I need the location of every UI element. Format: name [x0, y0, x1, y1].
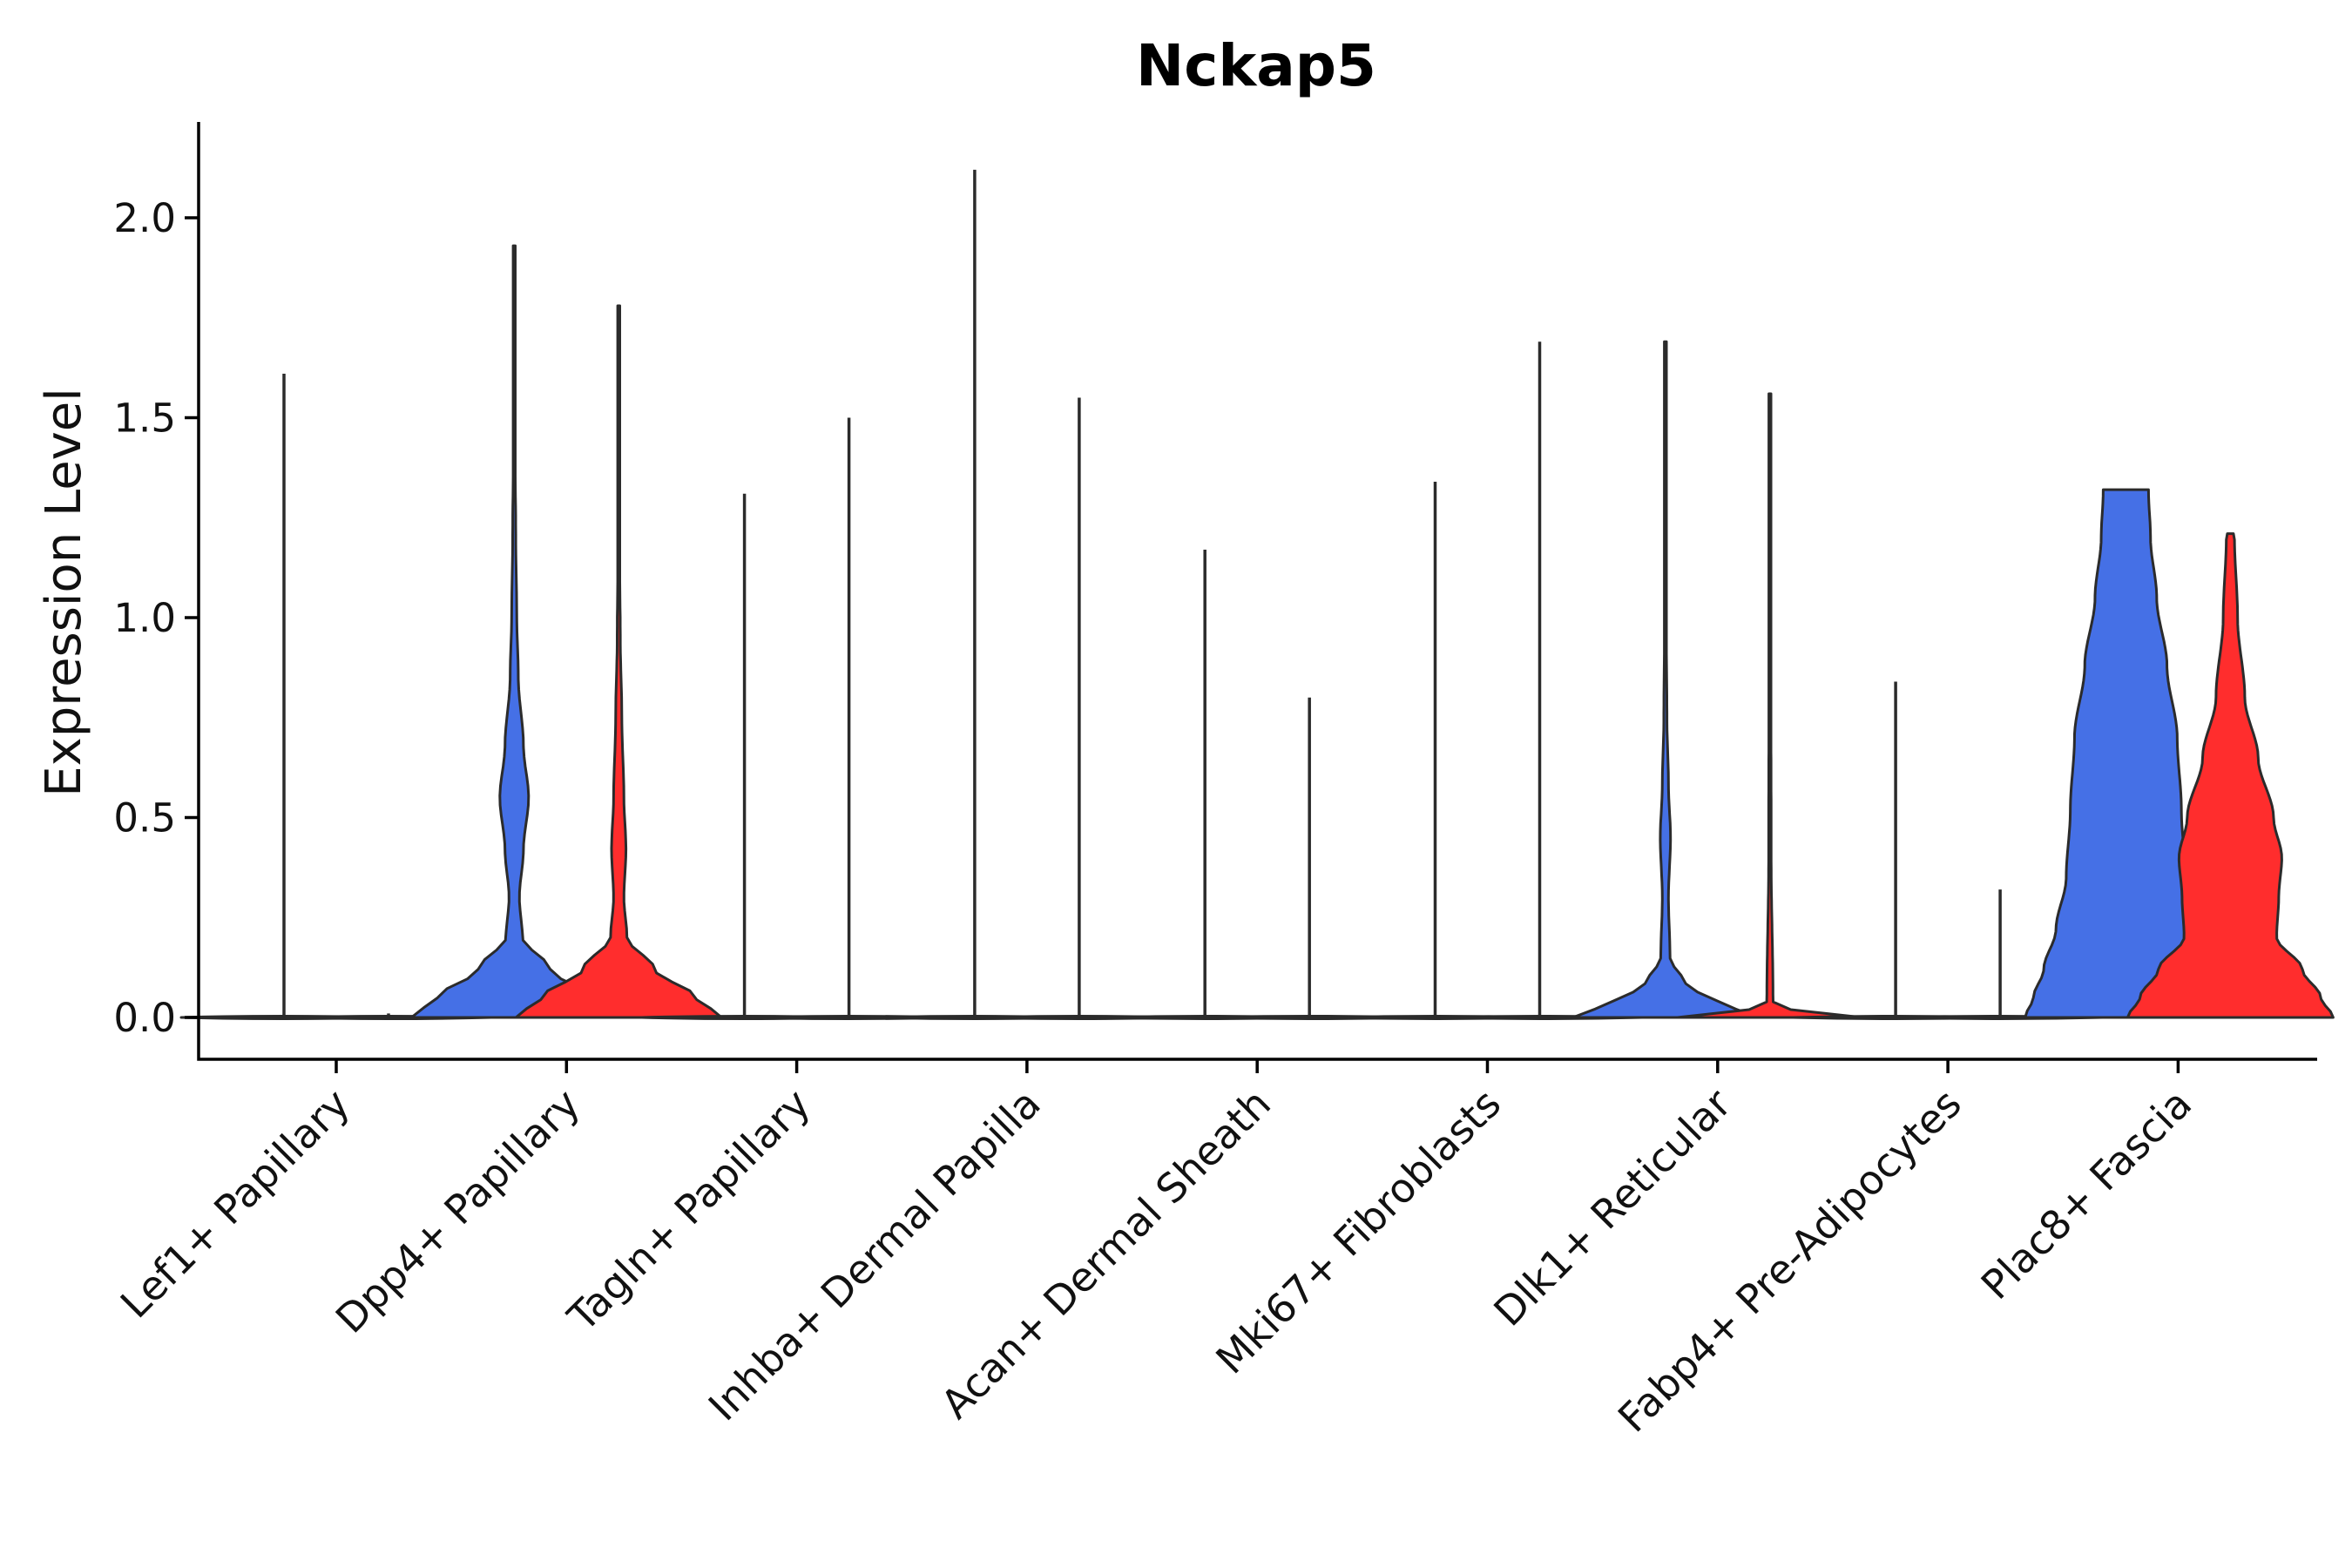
x-tick-label: Plac8+ Fascia — [1972, 1080, 2200, 1308]
x-tick-label: Dpp4+ Papillary — [327, 1080, 589, 1342]
violin-3-2 — [745, 417, 954, 1020]
violin-body — [2126, 532, 2335, 1019]
violin-2-1 — [409, 244, 618, 1019]
y-tick-label: 1.5 — [113, 395, 176, 442]
x-tick-label: Tagln+ Papillary — [558, 1080, 820, 1342]
violin-4-1 — [870, 169, 1079, 1020]
y-axis-label: Expression Level — [36, 388, 92, 797]
violin-8-1 — [1791, 681, 2000, 1020]
violin-9-2 — [2126, 532, 2335, 1019]
violin-7-2 — [1676, 392, 1864, 1019]
y-tick-label: 0.0 — [113, 995, 176, 1041]
violin-5-2 — [1205, 697, 1414, 1020]
axis-lines — [197, 122, 2317, 1061]
x-tick-label: Dlk1+ Reticular — [1484, 1080, 1740, 1335]
violin-6-2 — [1436, 341, 1644, 1020]
chart-title: Nckap5 — [1136, 32, 1376, 99]
y-tick-label: 0.5 — [113, 795, 176, 841]
violin-body — [1571, 340, 1760, 1019]
violin-4-2 — [975, 397, 1184, 1020]
violin-body — [409, 244, 618, 1019]
y-tick-label: 2.0 — [113, 195, 176, 241]
violin-1-1 — [179, 374, 389, 1020]
violin-6-1 — [1331, 481, 1539, 1020]
violin-2-2 — [514, 304, 723, 1019]
y-tick-label: 1.0 — [113, 595, 176, 641]
violin-3-1 — [640, 493, 849, 1020]
violin-body — [1676, 392, 1864, 1019]
violin-7-1 — [1571, 340, 1760, 1019]
violin-body — [514, 304, 723, 1019]
y-axis: 0.0 0.5 1.0 1.5 2.0 — [113, 122, 2317, 1061]
x-tick-label: Lef1+ Papillary — [112, 1080, 359, 1328]
violin-5-1 — [1100, 549, 1309, 1020]
plot-area — [179, 169, 2335, 1020]
